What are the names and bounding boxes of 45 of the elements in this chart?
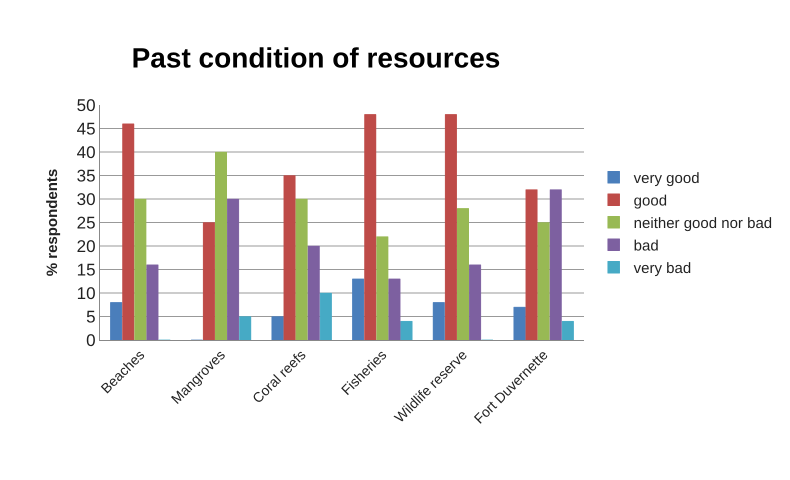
- chart-title: Past condition of resources: [132, 42, 500, 74]
- bar: [550, 189, 562, 340]
- y-tick-label: 25: [76, 213, 96, 232]
- y-tick-label: 0: [86, 330, 96, 350]
- bar: [146, 264, 158, 340]
- legend-label: neither good nor bad: [634, 215, 772, 232]
- bar: [352, 278, 364, 340]
- y-tick-label: 30: [76, 190, 96, 209]
- legend-label: good: [634, 192, 668, 210]
- bar: [388, 278, 400, 340]
- y-tick-label: 5: [86, 307, 96, 326]
- bar: [227, 198, 240, 340]
- y-tick-label: 35: [76, 166, 96, 186]
- bar: [271, 316, 284, 340]
- y-tick-label: 15: [76, 260, 96, 280]
- bar: [513, 306, 526, 340]
- bar: [400, 320, 413, 340]
- bar: [215, 152, 227, 340]
- bar: [202, 222, 215, 340]
- bar: [457, 208, 469, 340]
- legend-label: very good: [634, 170, 700, 188]
- bar: [239, 316, 252, 340]
- legend-label: very bad: [634, 260, 692, 278]
- bar: [296, 198, 308, 340]
- bar: [364, 114, 376, 340]
- bar: [562, 320, 574, 340]
- bar: [110, 302, 122, 340]
- y-axis-title: % respondents: [44, 168, 61, 276]
- bar: [444, 114, 457, 340]
- bar: [122, 124, 134, 340]
- bar: [432, 302, 445, 340]
- bar: [376, 236, 388, 340]
- bar: [469, 264, 482, 340]
- y-tick-label: 50: [76, 96, 96, 115]
- y-tick-label: 20: [76, 236, 96, 256]
- bar: [134, 198, 146, 340]
- y-tick-label: 10: [76, 284, 96, 303]
- bar: [320, 292, 332, 340]
- bar: [308, 246, 320, 340]
- bar: [526, 189, 538, 340]
- bar: [538, 222, 550, 340]
- y-tick-label: 45: [76, 119, 96, 138]
- y-tick-label: 40: [76, 142, 96, 162]
- bar: [284, 175, 296, 340]
- legend-label: bad: [634, 238, 659, 255]
